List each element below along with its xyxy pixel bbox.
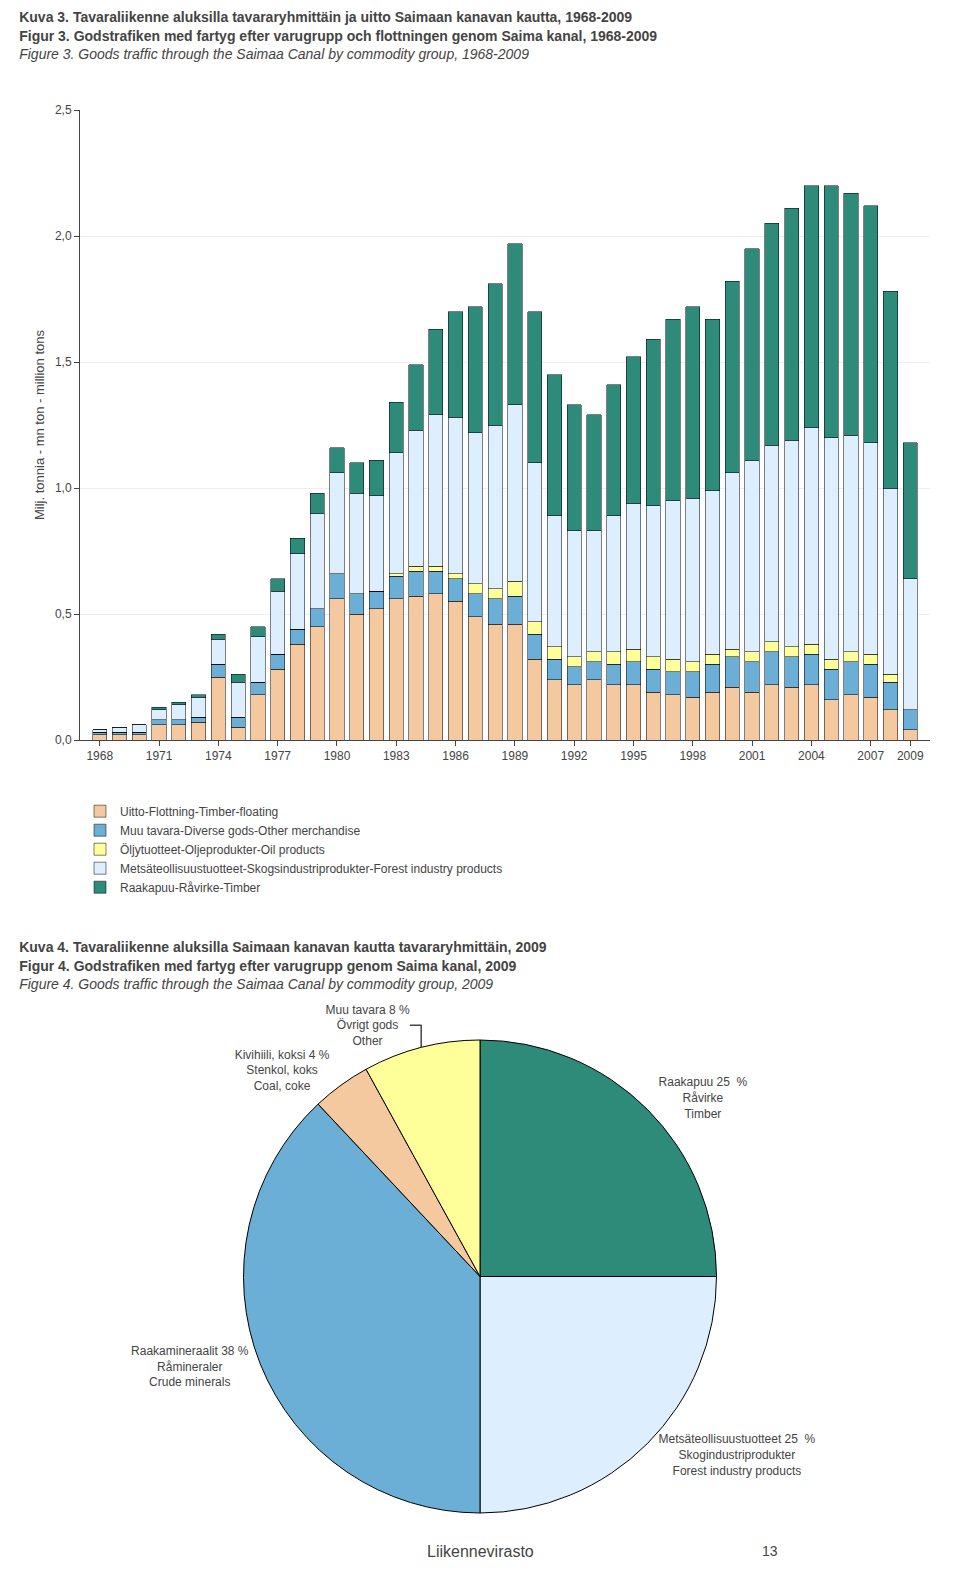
svg-text:Raakamineraalit 38 %Råminerale: Raakamineraalit 38 %RåmineralerCrude min… — [131, 1344, 249, 1389]
svg-text:1998: 1998 — [679, 749, 706, 763]
svg-text:1977: 1977 — [264, 749, 291, 763]
svg-text:2004: 2004 — [798, 749, 825, 763]
svg-text:Öljytuotteet-Oljeprodukter-Oil: Öljytuotteet-Oljeprodukter-Oil products — [120, 843, 325, 857]
svg-text:1995: 1995 — [620, 749, 647, 763]
svg-text:1,0: 1,0 — [55, 481, 72, 495]
svg-text:1980: 1980 — [324, 749, 351, 763]
svg-text:Liikennevirasto: Liikennevirasto — [427, 1543, 534, 1560]
svg-text:13: 13 — [762, 1543, 778, 1559]
svg-text:Milj. tonnia - mn ton - millio: Milj. tonnia - mn ton - million tons — [32, 329, 47, 520]
svg-text:2009: 2009 — [897, 749, 924, 763]
svg-text:Metsäteollisuustuotteet-Skogsi: Metsäteollisuustuotteet-Skogsindustripro… — [120, 862, 502, 876]
svg-text:1986: 1986 — [442, 749, 469, 763]
svg-text:Muu tavara-Diverse gods-Other: Muu tavara-Diverse gods-Other merchandis… — [120, 824, 360, 838]
svg-text:1,5: 1,5 — [55, 355, 72, 369]
svg-text:0,0: 0,0 — [55, 733, 72, 747]
svg-text:1971: 1971 — [146, 749, 173, 763]
svg-text:Kivihiili, koksi 4 %Stenkol, k: Kivihiili, koksi 4 %Stenkol, koksCoal, c… — [235, 1048, 330, 1093]
svg-text:1983: 1983 — [383, 749, 410, 763]
svg-text:Kuva 3. Tavaraliikenne aluksil: Kuva 3. Tavaraliikenne aluksilla tavarar… — [19, 9, 657, 61]
svg-text:1989: 1989 — [502, 749, 529, 763]
svg-text:1992: 1992 — [561, 749, 588, 763]
svg-text:Kuva 4. Tavaraliikenne aluksil: Kuva 4. Tavaraliikenne aluksilla Saimaan… — [19, 939, 547, 991]
svg-text:2001: 2001 — [739, 749, 766, 763]
svg-text:1974: 1974 — [205, 749, 232, 763]
svg-text:Muu tavara 8 %Övrigt godsOther: Muu tavara 8 %Övrigt godsOther — [326, 1003, 410, 1048]
svg-text:0,5: 0,5 — [55, 607, 72, 621]
svg-text:1968: 1968 — [86, 749, 113, 763]
svg-text:2007: 2007 — [857, 749, 884, 763]
svg-text:2,0: 2,0 — [55, 229, 72, 243]
svg-text:2,5: 2,5 — [55, 103, 72, 117]
svg-text:Metsäteollisuustuotteet 25 %S: Metsäteollisuustuotteet 25 %Skogindustri… — [659, 1432, 816, 1477]
svg-text:Uitto-Flottning-Timber-floatin: Uitto-Flottning-Timber-floating — [120, 805, 278, 819]
svg-text:Raakapuu 25 %RåvirkeTimber: Raakapuu 25 %RåvirkeTimber — [659, 1075, 748, 1120]
svg-text:Raakapuu-Råvirke-Timber: Raakapuu-Råvirke-Timber — [120, 881, 260, 895]
